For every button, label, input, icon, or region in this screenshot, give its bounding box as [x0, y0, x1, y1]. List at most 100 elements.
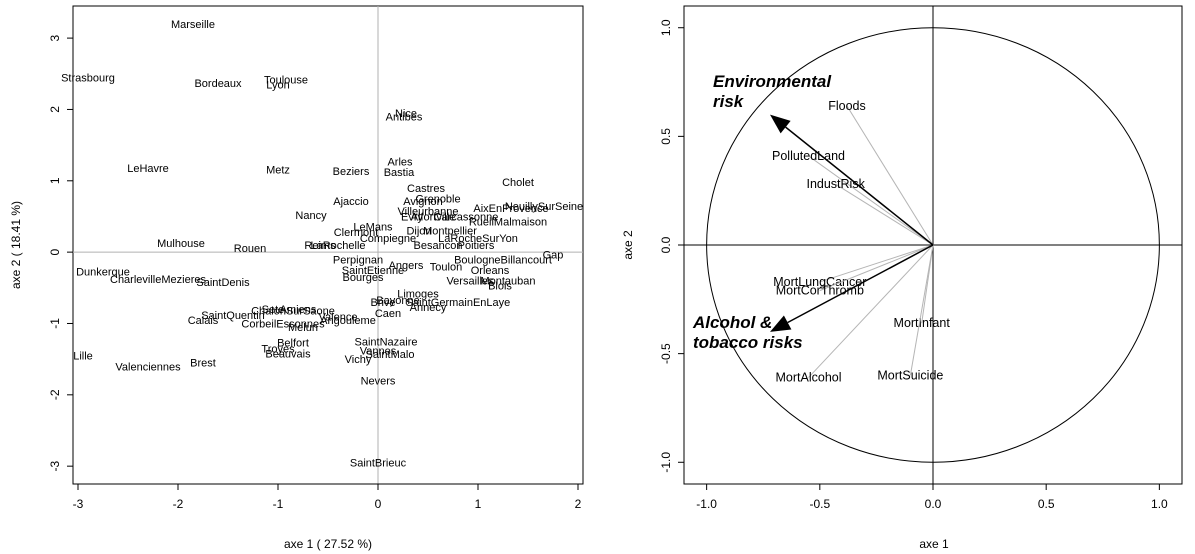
city-label: Caen — [375, 308, 401, 320]
x-axis: -1.0 -0.5 0.0 0.5 1.0 — [696, 484, 1168, 511]
city-label: SaintBrieuc — [350, 458, 407, 470]
city-label: Nancy — [295, 210, 327, 222]
city-label: NeuillySurSeine — [505, 201, 583, 213]
city-label: Cholet — [502, 177, 534, 189]
city-label: Montpellier — [423, 226, 477, 238]
variable-label: MortInfant — [894, 316, 951, 330]
variable-vector — [808, 155, 934, 246]
x-tick-label: -3 — [73, 497, 84, 511]
x-axis-label: axe 1 — [919, 537, 949, 551]
group-label: risk — [713, 92, 745, 111]
city-label: Lyon — [266, 79, 289, 91]
variable-vector — [808, 244, 934, 378]
city-label: CorbeilEssonnes — [241, 318, 325, 330]
y-tick-label: 2 — [48, 106, 62, 113]
city-label: Melun — [288, 322, 318, 334]
y-tick-label: -2 — [48, 389, 62, 400]
city-label: Poitiers — [458, 240, 495, 252]
arrow-head — [770, 114, 791, 134]
city-label: LaRocheSurYon — [438, 233, 518, 245]
city-label: Alfortville — [411, 211, 456, 223]
y-tick-label: 1.0 — [659, 19, 673, 36]
group-arrow — [787, 244, 934, 324]
city-label: Sete — [262, 304, 285, 316]
city-label: RueilMalmaison — [469, 216, 547, 228]
city-label: Beziers — [333, 166, 370, 178]
city-label: Annecy — [410, 302, 447, 314]
city-label: Nevers — [361, 376, 396, 388]
x-tick-label: -1 — [273, 497, 284, 511]
city-label: Clermont — [334, 227, 379, 239]
x-tick-label: 2 — [575, 497, 582, 511]
x-tick-label: 0.0 — [925, 497, 942, 511]
x-tick-label: 0 — [375, 497, 382, 511]
city-label: Marseille — [171, 19, 215, 31]
city-label: Angers — [389, 260, 424, 272]
city-label: Ajaccio — [333, 196, 368, 208]
x-tick-label: -1.0 — [696, 497, 717, 511]
y-tick-label: 0.5 — [659, 128, 673, 145]
scatter-panel: -3 -2 -1 0 1 2 -3 -2 -1 0 1 2 3 Marseille Strasbourg… — [9, 5, 584, 551]
city-label: Angouleme — [320, 315, 376, 327]
city-label: BoulogneBillancourt — [454, 254, 552, 266]
city-label: Troyes — [261, 343, 295, 355]
city-label: Reims — [304, 240, 336, 252]
city-label: Mulhouse — [157, 238, 205, 250]
city-label: Blois — [488, 281, 512, 293]
city-label: AixEnProvence — [473, 203, 548, 215]
city-label: Beauvais — [265, 348, 311, 360]
city-label: Gap — [543, 249, 564, 261]
city-label: Vichy — [345, 354, 372, 366]
city-label: Limoges — [397, 289, 439, 301]
variable-label: Floods — [828, 99, 866, 113]
city-label: Bayonne — [376, 295, 419, 307]
city-label: SaintEtienne — [342, 265, 404, 277]
city-label: Compiegne — [360, 233, 416, 245]
x-tick-label: 0.5 — [1038, 497, 1055, 511]
y-tick-label: -0.5 — [659, 343, 673, 364]
city-label: Villeurbanne — [398, 206, 459, 218]
x-tick-label: -0.5 — [809, 497, 830, 511]
city-label: Antibes — [386, 112, 423, 124]
city-label: Dijon — [406, 226, 431, 238]
city-label: Nice — [395, 108, 417, 120]
city-label: Amiens — [280, 304, 317, 316]
city-label: SaintMalo — [366, 349, 415, 361]
city-label: Besancon — [414, 240, 463, 252]
x-axis-label: axe 1 ( 27.52 %) — [284, 537, 372, 551]
city-label: Versailles — [446, 276, 494, 288]
city-label: Toulon — [430, 261, 462, 273]
city-label: SaintNazaire — [355, 336, 418, 348]
city-label: Evry — [401, 211, 424, 223]
y-tick-label: 0 — [48, 248, 62, 255]
x-tick-label: -2 — [173, 497, 184, 511]
city-label: LeMans — [353, 221, 393, 233]
city-label: Valence — [319, 311, 358, 323]
city-label: Lille — [73, 351, 93, 363]
y-axis: -1.0 -0.5 0.0 0.5 1.0 — [659, 19, 684, 473]
city-label: Bordeaux — [194, 78, 242, 90]
city-label: Perpignan — [333, 254, 383, 266]
group-arrow — [785, 126, 934, 246]
variable-label: MortCorThromb — [776, 284, 864, 298]
y-tick-label: -1.0 — [659, 452, 673, 473]
y-tick-label: -1 — [48, 318, 62, 329]
city-label: Dunkerque — [76, 266, 130, 278]
y-axis-label: axe 2 ( 18.41 %) — [9, 201, 23, 289]
city-label: Orleans — [471, 265, 510, 277]
y-tick-label: 1 — [48, 177, 62, 184]
x-tick-label: 1 — [475, 497, 482, 511]
city-label: SaintDenis — [196, 277, 250, 289]
group-label: Alcohol & — [692, 313, 772, 332]
variable-vector — [846, 105, 934, 246]
variable-label: PollutedLand — [772, 149, 845, 163]
city-label: Bourges — [343, 272, 384, 284]
city-label: Carcassonne — [434, 211, 499, 223]
city-label: Grenoble — [415, 194, 460, 206]
variable-vector — [909, 244, 934, 376]
variable-label: IndustRisk — [806, 177, 865, 191]
x-tick-label: 1.0 — [1151, 497, 1168, 511]
city-label: Strasbourg — [61, 72, 115, 84]
